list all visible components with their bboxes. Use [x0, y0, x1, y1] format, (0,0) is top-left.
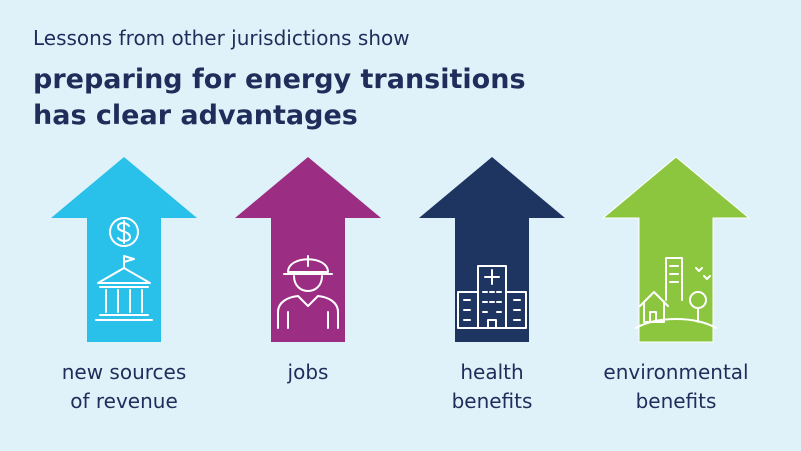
arrow-environment [601, 156, 751, 343]
item-label: jobs [287, 360, 329, 384]
title-line: preparing for energy transitions [33, 64, 526, 95]
item-label: of revenue [70, 389, 178, 413]
kicker: Lessons from other jurisdictions show [33, 26, 410, 50]
arrow-revenue [51, 157, 197, 342]
title-line: has clear advantages [33, 100, 358, 131]
item-label: benefits [452, 389, 533, 413]
arrow-health [419, 157, 565, 342]
item-label: environmental [603, 360, 748, 384]
item-label: health [460, 360, 523, 384]
item-label: new sources [62, 360, 187, 384]
item-label: benefits [636, 389, 717, 413]
arrow-jobs [235, 157, 381, 342]
